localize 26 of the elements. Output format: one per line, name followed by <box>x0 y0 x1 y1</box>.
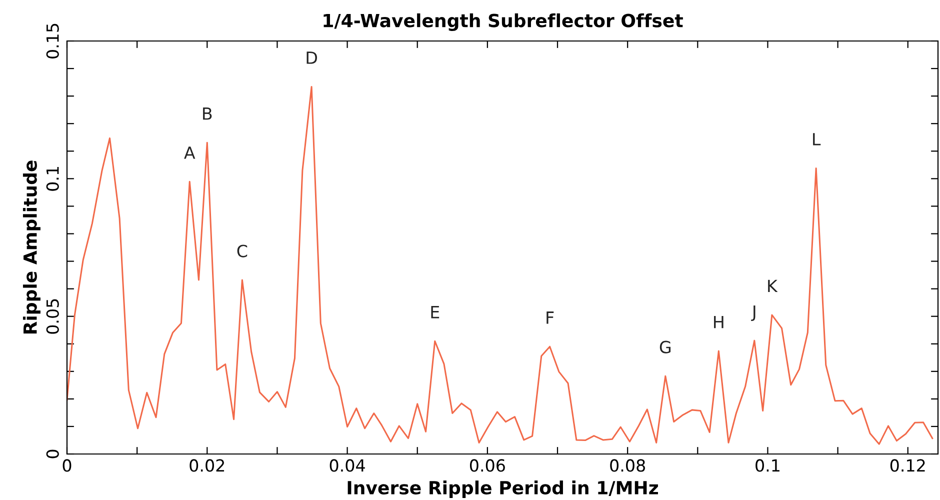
x-tick-label: 0.02 <box>190 459 224 472</box>
annotation: B <box>203 108 212 120</box>
annotation: H <box>714 316 724 328</box>
chart-title: 1/4-Wavelength Subreflector Offset <box>324 13 683 32</box>
x-axis-title: Inverse Ripple Period in 1/MHz <box>348 480 658 498</box>
x-tick-label: 0.04 <box>330 459 365 472</box>
annotation: L <box>813 133 821 146</box>
x-tick-label: 0.12 <box>890 459 925 472</box>
line-series <box>67 86 934 445</box>
y-axis-title: Ripple Amplitude <box>22 160 40 334</box>
y-tick-label: 0.15 <box>46 24 59 58</box>
y-tick-label: 0.05 <box>46 299 59 334</box>
y-tick-label: 0 <box>46 450 59 458</box>
annotation: G <box>660 340 671 354</box>
y-tick-label: 0.1 <box>46 166 59 191</box>
x-tick-label: 0.06 <box>470 459 505 472</box>
x-tick-label: 0 <box>62 459 72 472</box>
annotation: E <box>431 306 440 318</box>
x-tick-label: 0.08 <box>610 459 645 472</box>
annotation: D <box>306 52 317 64</box>
annotation: A <box>184 146 196 159</box>
x-tick-label: 0.1 <box>756 459 780 472</box>
annotation: J <box>751 306 756 321</box>
annotation: F <box>546 312 554 324</box>
annotation: C <box>237 244 248 258</box>
annotation: K <box>768 280 778 292</box>
